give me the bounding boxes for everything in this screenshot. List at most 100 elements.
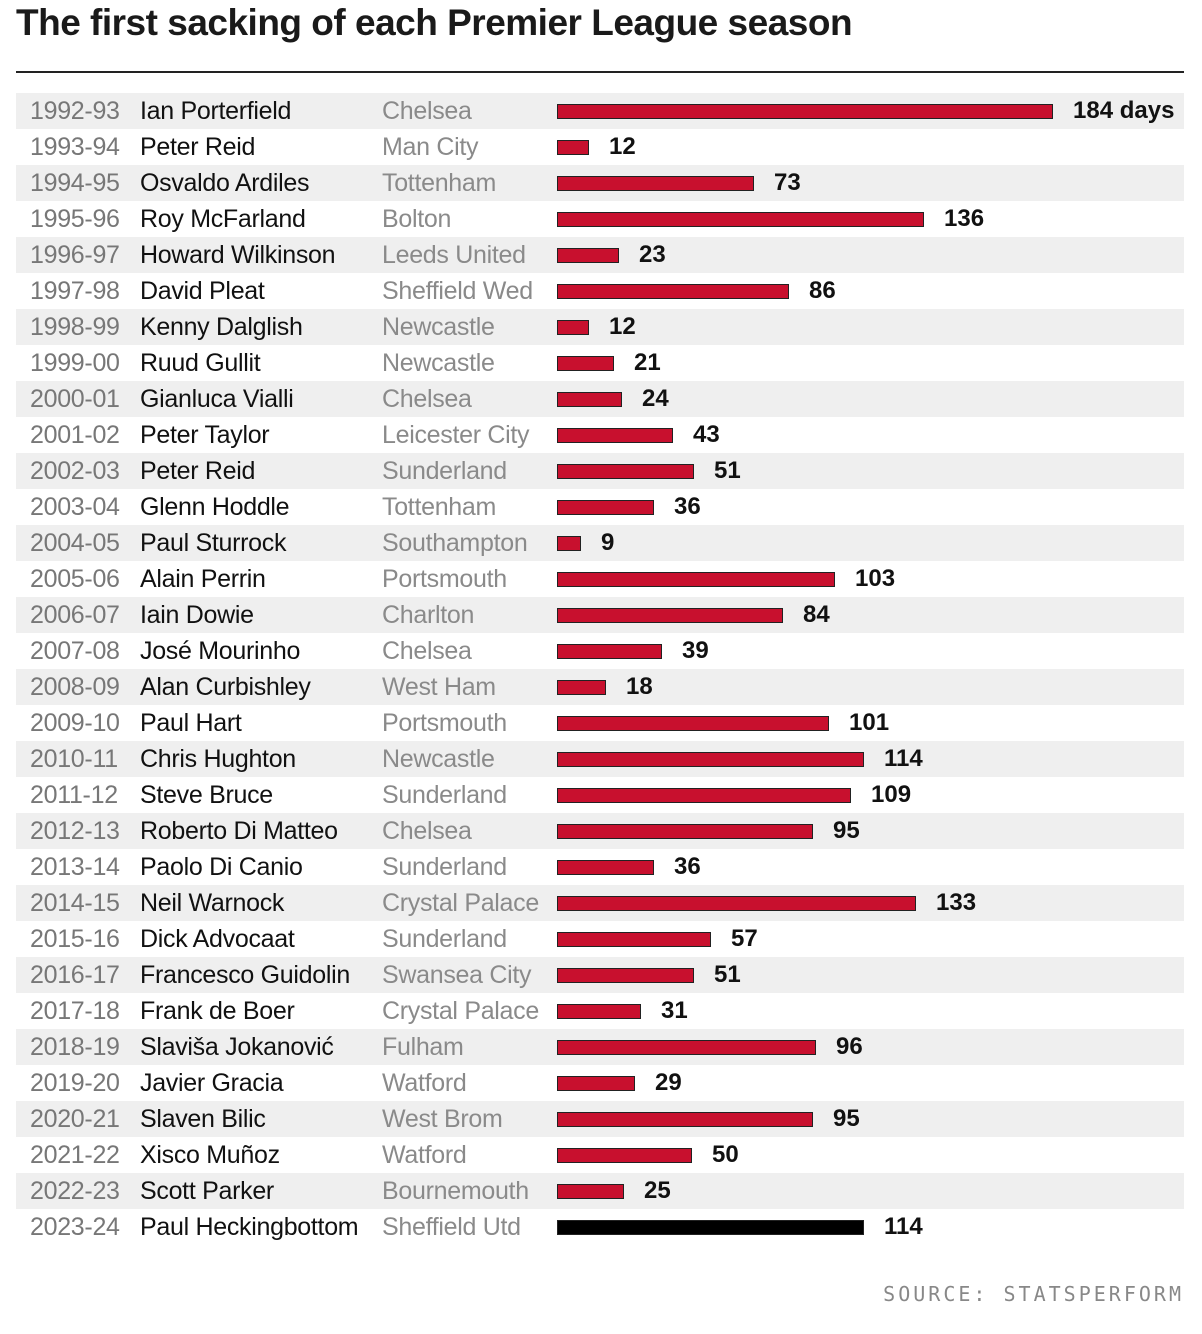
value-label: 96	[836, 1033, 863, 1060]
table-row: 2022-23 Scott Parker Bournemouth 25	[16, 1173, 1184, 1209]
value-label: 29	[655, 1069, 682, 1096]
club-name: Crystal Palace	[382, 889, 539, 917]
value-label: 101	[849, 709, 890, 736]
club-name: Bournemouth	[382, 1177, 529, 1205]
manager-name: David Pleat	[140, 277, 265, 305]
value-label: 109	[871, 781, 912, 808]
table-row: 2005-06 Alain Perrin Portsmouth 103	[16, 561, 1184, 597]
bar	[557, 176, 754, 191]
table-row: 2002-03 Peter Reid Sunderland 51	[16, 453, 1184, 489]
season-label: 1999-00	[30, 349, 120, 377]
manager-name: Paolo Di Canio	[140, 853, 303, 881]
club-name: West Brom	[382, 1105, 503, 1133]
club-name: Sheffield Wed	[382, 277, 533, 305]
manager-name: Xisco Muñoz	[140, 1141, 280, 1169]
table-row: 2009-10 Paul Hart Portsmouth 101	[16, 705, 1184, 741]
bar	[557, 140, 589, 155]
value-label: 12	[609, 133, 636, 160]
value-label: 86	[809, 277, 836, 304]
value-label: 50	[712, 1141, 739, 1168]
club-name: Bolton	[382, 205, 452, 233]
table-row: 2007-08 José Mourinho Chelsea 39	[16, 633, 1184, 669]
value-label: 31	[661, 997, 688, 1024]
club-name: Newcastle	[382, 349, 495, 377]
manager-name: Iain Dowie	[140, 601, 254, 629]
bar	[557, 1112, 813, 1127]
manager-name: José Mourinho	[140, 637, 301, 665]
manager-name: Slaviša Jokanović	[140, 1033, 334, 1061]
source-note: SOURCE: STATSPERFORM	[883, 1282, 1184, 1306]
manager-name: Paul Heckingbottom	[140, 1213, 359, 1241]
table-row: 2004-05 Paul Sturrock Southampton 9	[16, 525, 1184, 561]
value-label: 103	[855, 565, 896, 592]
club-name: Newcastle	[382, 745, 495, 773]
bar	[557, 1076, 635, 1091]
club-name: Man City	[382, 133, 479, 161]
manager-name: Alain Perrin	[140, 565, 266, 593]
value-label: 36	[674, 493, 701, 520]
table-row: 2017-18 Frank de Boer Crystal Palace 31	[16, 993, 1184, 1029]
bar	[557, 104, 1053, 119]
value-label: 51	[714, 961, 741, 988]
table-row: 2023-24 Paul Heckingbottom Sheffield Utd 11…	[16, 1209, 1184, 1245]
club-name: Portsmouth	[382, 565, 507, 593]
manager-name: Chris Hughton	[140, 745, 296, 773]
bar	[557, 1184, 624, 1199]
season-label: 1995-96	[30, 205, 120, 233]
season-label: 2005-06	[30, 565, 120, 593]
table-row: 2008-09 Alan Curbishley West Ham 18	[16, 669, 1184, 705]
season-label: 2008-09	[30, 673, 120, 701]
table-row: 2021-22 Xisco Muñoz Watford 50	[16, 1137, 1184, 1173]
manager-name: Dick Advocaat	[140, 925, 295, 953]
manager-name: Howard Wilkinson	[140, 241, 336, 269]
bar	[557, 572, 835, 587]
season-label: 2007-08	[30, 637, 120, 665]
value-label: 136	[944, 205, 985, 232]
club-name: Sunderland	[382, 457, 507, 485]
club-name: Tottenham	[382, 493, 497, 521]
manager-name: Slaven Bilic	[140, 1105, 266, 1133]
table-row: 2020-21 Slaven Bilic West Brom 95	[16, 1101, 1184, 1137]
table-row: 2001-02 Peter Taylor Leicester City 43	[16, 417, 1184, 453]
table-row: 2012-13 Roberto Di Matteo Chelsea 95	[16, 813, 1184, 849]
value-label: 114	[884, 1213, 923, 1240]
season-label: 2010-11	[30, 745, 118, 773]
club-name: Crystal Palace	[382, 997, 539, 1025]
value-label: 18	[626, 673, 653, 700]
bar	[557, 356, 614, 371]
chart-rows: 1992-93 Ian Porterfield Chelsea 184 days 199…	[16, 93, 1184, 1245]
manager-name: Peter Reid	[140, 457, 256, 485]
club-name: West Ham	[382, 673, 496, 701]
value-label: 114	[884, 745, 923, 772]
value-label: 43	[693, 421, 720, 448]
manager-name: Francesco Guidolin	[140, 961, 350, 989]
manager-name: Gianluca Vialli	[140, 385, 294, 413]
season-label: 1997-98	[30, 277, 120, 305]
season-label: 2014-15	[30, 889, 120, 917]
bar	[557, 860, 654, 875]
table-row: 2000-01 Gianluca Vialli Chelsea 24	[16, 381, 1184, 417]
season-label: 2020-21	[30, 1105, 120, 1133]
value-label: 23	[639, 241, 666, 268]
bar	[557, 644, 662, 659]
season-label: 2023-24	[30, 1213, 120, 1241]
value-label: 95	[833, 1105, 860, 1132]
bar	[557, 320, 589, 335]
season-label: 1992-93	[30, 97, 120, 125]
season-label: 2019-20	[30, 1069, 120, 1097]
manager-name: Frank de Boer	[140, 997, 295, 1025]
table-row: 1997-98 David Pleat Sheffield Wed 86	[16, 273, 1184, 309]
table-row: 1996-97 Howard Wilkinson Leeds United 23	[16, 237, 1184, 273]
club-name: Fulham	[382, 1033, 464, 1061]
value-label: 9	[601, 529, 615, 556]
club-name: Southampton	[382, 529, 528, 557]
club-name: Chelsea	[382, 97, 472, 125]
table-row: 2014-15 Neil Warnock Crystal Palace 133	[16, 885, 1184, 921]
table-row: 2013-14 Paolo Di Canio Sunderland 36	[16, 849, 1184, 885]
bar	[557, 752, 864, 767]
season-label: 2018-19	[30, 1033, 120, 1061]
table-row: 2003-04 Glenn Hoddle Tottenham 36	[16, 489, 1184, 525]
season-label: 2004-05	[30, 529, 120, 557]
table-row: 1993-94 Peter Reid Man City 12	[16, 129, 1184, 165]
manager-name: Steve Bruce	[140, 781, 273, 809]
